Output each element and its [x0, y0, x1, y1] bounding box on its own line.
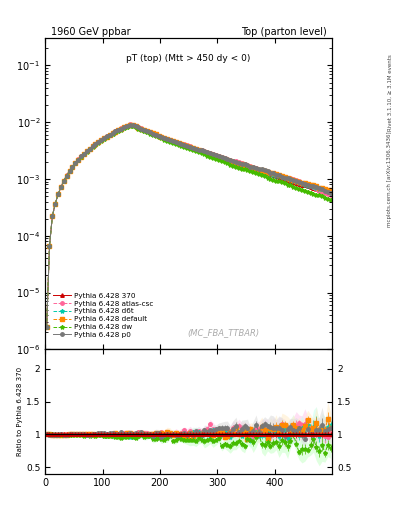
Text: pT (top) (Mtt > 450 dy < 0): pT (top) (Mtt > 450 dy < 0): [127, 54, 251, 63]
Text: (MC_FBA_TTBAR): (MC_FBA_TTBAR): [187, 328, 259, 337]
Y-axis label: Ratio to Pythia 6.428 370: Ratio to Pythia 6.428 370: [17, 367, 23, 456]
Legend: Pythia 6.428 370, Pythia 6.428 atlas-csc, Pythia 6.428 d6t, Pythia 6.428 default: Pythia 6.428 370, Pythia 6.428 atlas-csc…: [51, 291, 155, 339]
Text: Rivet 3.1.10, ≥ 3.1M events: Rivet 3.1.10, ≥ 3.1M events: [387, 54, 392, 131]
Text: Top (parton level): Top (parton level): [241, 27, 326, 37]
Text: mcplots.cern.ch [arXiv:1306.3436]: mcplots.cern.ch [arXiv:1306.3436]: [387, 132, 392, 227]
Text: 1960 GeV ppbar: 1960 GeV ppbar: [51, 27, 130, 37]
